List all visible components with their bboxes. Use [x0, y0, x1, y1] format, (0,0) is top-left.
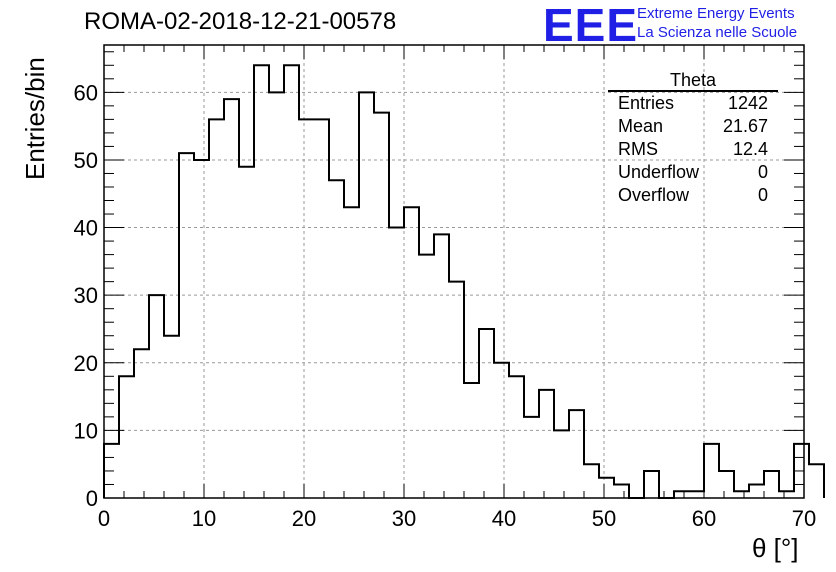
stats-label: Mean	[618, 116, 664, 136]
logo-text: Extreme Energy Events La Scienza nelle S…	[637, 4, 797, 42]
histogram-bin	[614, 484, 629, 498]
stats-label: RMS	[618, 139, 658, 159]
histogram-bin	[269, 92, 284, 498]
histogram-bin	[554, 430, 569, 498]
histogram-bin	[764, 471, 779, 498]
histogram-bin	[164, 336, 179, 498]
stats-title: Theta	[608, 70, 778, 92]
x-tick-label: 10	[192, 506, 216, 531]
stats-value: 0	[757, 162, 768, 182]
histogram-bin	[434, 234, 449, 498]
stats-row-rms: RMS 12.4	[608, 138, 778, 161]
histogram-bin	[239, 167, 254, 498]
y-tick-label: 30	[74, 283, 98, 308]
logo-line-1: Extreme Energy Events	[637, 5, 795, 22]
histogram-bin	[179, 153, 194, 498]
histogram-bin	[749, 484, 764, 498]
histogram-bin	[464, 383, 479, 498]
histogram-bin	[674, 491, 689, 498]
y-tick-label: 40	[74, 216, 98, 241]
histogram-bin	[419, 255, 434, 498]
histogram-bin	[569, 410, 584, 498]
histogram-bin	[539, 390, 554, 498]
stats-value: 1242	[727, 93, 768, 113]
histogram-bin	[449, 282, 464, 498]
stats-box: Theta Entries 1242 Mean 21.67 RMS 12.4 Unde…	[608, 70, 778, 207]
x-axis-label: θ [°]	[752, 533, 799, 563]
stats-row-mean: Mean 21.67	[608, 115, 778, 138]
histogram-bin	[479, 329, 494, 498]
histogram-bin	[329, 180, 344, 498]
histogram-bin	[389, 228, 404, 498]
histogram-bin	[689, 491, 704, 498]
x-tick-label: 20	[292, 506, 316, 531]
histogram-bin	[704, 444, 719, 498]
histogram-bin	[314, 119, 329, 498]
y-tick-label: 20	[74, 351, 98, 376]
histogram-bin	[719, 471, 734, 498]
histogram-bin	[224, 99, 239, 498]
histogram-bin	[404, 207, 419, 498]
histogram-bin	[374, 113, 389, 498]
stats-label: Overflow	[618, 185, 690, 205]
histogram-bin	[344, 207, 359, 498]
histogram-bin	[644, 471, 659, 498]
y-tick-label: 60	[74, 80, 98, 105]
logo-line-2: La Scienza nelle Scuole	[637, 24, 798, 41]
stats-row-underflow: Underflow 0	[608, 161, 778, 184]
histogram-bin	[509, 376, 524, 498]
y-tick-label: 0	[86, 486, 98, 511]
histogram-bin	[254, 65, 269, 498]
x-tick-label: 30	[392, 506, 416, 531]
stats-label: Underflow	[618, 162, 700, 182]
histogram-bin	[194, 160, 209, 498]
x-tick-label: 50	[592, 506, 616, 531]
histogram-bin	[209, 119, 224, 498]
x-tick-label: 70	[792, 506, 816, 531]
histogram-outline	[103, 64, 825, 499]
histogram-bin	[134, 349, 149, 498]
y-axis-label: Entries/bin	[20, 57, 50, 180]
eee-logo: EEE	[543, 0, 639, 51]
histogram-bin	[119, 376, 134, 498]
histogram-bin	[284, 65, 299, 498]
stats-label: Entries	[618, 93, 675, 113]
histogram-bin	[299, 119, 314, 498]
y-tick-label: 10	[74, 418, 98, 443]
histogram-bin	[524, 417, 539, 498]
stats-row-overflow: Overflow 0	[608, 184, 778, 207]
stats-value: 21.67	[722, 116, 768, 136]
histogram-bin	[809, 464, 824, 498]
histogram-bin	[599, 478, 614, 498]
x-tick-label: 40	[492, 506, 516, 531]
histogram-bin	[779, 491, 794, 498]
stats-value: 0	[757, 185, 768, 205]
histogram-bin	[734, 491, 749, 498]
x-tick-label: 60	[692, 506, 716, 531]
y-tick-label: 50	[74, 148, 98, 173]
x-tick-label: 0	[98, 506, 110, 531]
stats-row-entries: Entries 1242	[608, 92, 778, 115]
chart-title: ROMA-02-2018-12-21-00578	[84, 8, 397, 35]
plot-frame	[103, 44, 805, 499]
stats-value: 12.4	[732, 139, 768, 159]
histogram-bin	[359, 92, 374, 498]
histogram-bin	[584, 464, 599, 498]
histogram-bin	[149, 295, 164, 498]
